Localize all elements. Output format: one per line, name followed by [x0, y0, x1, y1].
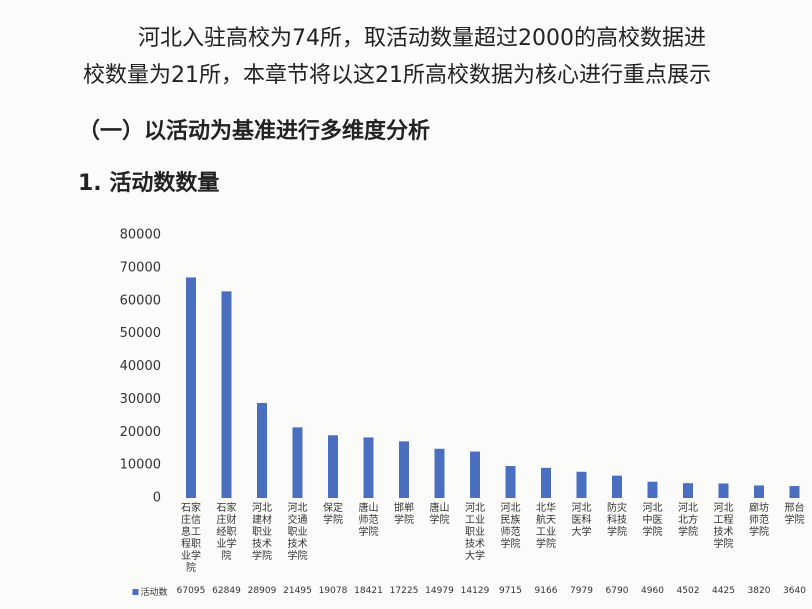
table-value: 14129 — [460, 586, 490, 596]
table-value: 4502 — [676, 586, 700, 596]
x-tick-label: 河北交通职业技术学院 — [287, 503, 308, 562]
table-value: 21495 — [283, 586, 312, 596]
section-heading: （一）以活动为基准进行多维度分析 — [78, 119, 431, 144]
table-value: 19078 — [318, 586, 348, 596]
bar — [257, 402, 267, 498]
x-tick-label: 唐山师范学院 — [358, 503, 379, 538]
bar — [292, 427, 303, 498]
x-tick-label: 石家庄信息工程职业学院 — [181, 503, 201, 574]
bar — [612, 475, 622, 498]
x-tick-label: 北华航天工业学院 — [536, 503, 556, 550]
table-value: 28909 — [247, 586, 277, 596]
x-tick-label: 石家庄财经职业学院 — [216, 503, 237, 562]
x-tick-label: 河北工业职业技术大学 — [465, 503, 485, 562]
bar — [434, 448, 445, 498]
bar — [789, 486, 800, 498]
table-value: 4425 — [712, 586, 735, 596]
table-value: 14979 — [425, 586, 454, 596]
table-value: 9166 — [534, 586, 558, 596]
y-tick-label: 0 — [153, 491, 161, 506]
paragraph-line: 河北入驻高校为74所，取活动数量超过2000的高校数据进 — [138, 26, 706, 51]
subsection-heading: 1. 活动数数量 — [78, 171, 220, 196]
bar — [470, 451, 480, 498]
bar — [399, 441, 409, 498]
x-tick-label: 河北北方学院 — [678, 503, 698, 538]
table-value: 62849 — [212, 586, 241, 596]
table-value: 18421 — [354, 586, 383, 596]
table-value: 17225 — [389, 586, 419, 596]
table-value: 67095 — [176, 586, 206, 596]
table-value: 4960 — [641, 586, 664, 596]
paragraph-line: 校数量为21所，本章节将以这21所高校数据为核心进行重点展示 — [83, 63, 711, 88]
y-tick-label: 60000 — [120, 293, 161, 308]
bar — [647, 481, 658, 498]
legend: 活动数 — [132, 585, 168, 598]
y-tick-label: 30000 — [120, 392, 161, 407]
x-tick-label: 河北民族师范学院 — [500, 503, 521, 550]
x-tick-label: 防灾科技学院 — [607, 503, 627, 538]
y-tick-label: 80000 — [120, 228, 161, 243]
table-value: 3640 — [783, 586, 806, 596]
x-tick-label: 河北医科大学 — [571, 503, 592, 538]
y-tick-label: 10000 — [120, 458, 161, 473]
x-tick-label: 廊坊师范学院 — [749, 503, 769, 538]
legend-label: 活动数 — [140, 588, 168, 598]
bar — [683, 483, 693, 498]
bar — [221, 291, 232, 498]
x-tick-label: 河北工程技术学院 — [713, 503, 734, 550]
y-tick-label: 20000 — [120, 425, 161, 440]
bar — [541, 467, 551, 498]
bar — [186, 277, 196, 498]
x-tick-label: 保定学院 — [323, 503, 343, 526]
bar — [718, 483, 729, 498]
legend-swatch — [132, 589, 139, 595]
bar — [576, 471, 587, 498]
table-value: 6790 — [605, 586, 629, 596]
x-tick-label: 邢台学院 — [784, 503, 805, 526]
bar — [328, 435, 338, 498]
x-tick-label: 唐山学院 — [429, 503, 450, 526]
bar — [505, 466, 516, 498]
x-tick-label: 邯郸学院 — [394, 503, 414, 526]
y-tick-label: 50000 — [120, 326, 161, 341]
table-value: 7979 — [570, 586, 593, 596]
x-tick-label: 河北中医学院 — [642, 503, 663, 538]
table-value: 3820 — [747, 586, 771, 596]
x-tick-label: 河北建材职业技术学院 — [252, 503, 272, 562]
bar — [363, 437, 374, 498]
y-tick-label: 40000 — [120, 359, 161, 374]
bar — [754, 485, 764, 498]
y-tick-label: 70000 — [120, 260, 161, 275]
table-value: 9715 — [499, 586, 522, 596]
